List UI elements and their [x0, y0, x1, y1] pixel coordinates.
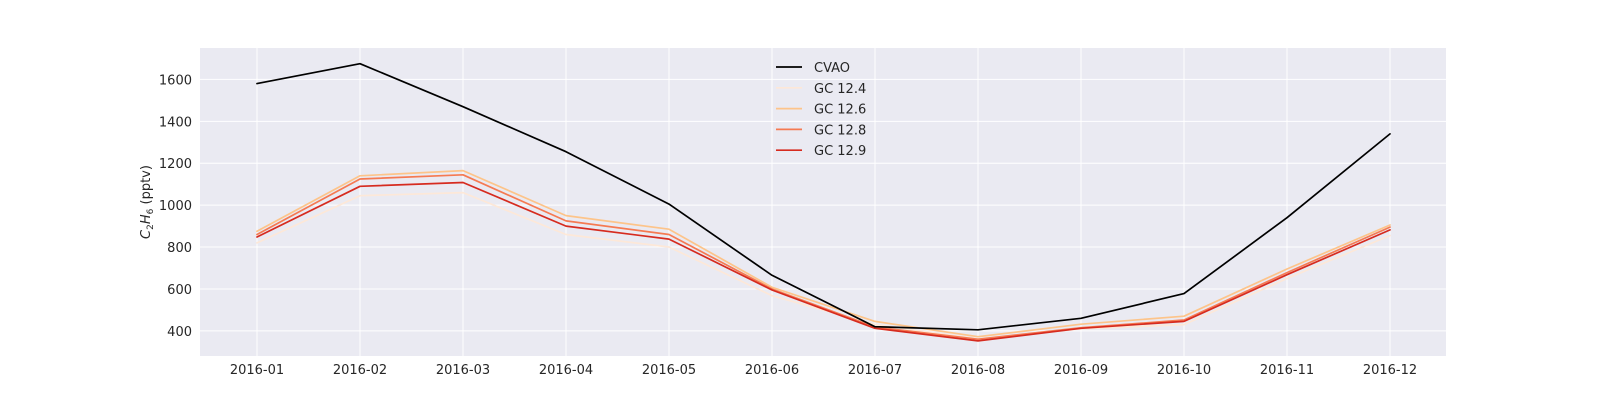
y-axis-label-part: 6 — [146, 208, 156, 214]
legend-label-gc-12-8: GC 12.8 — [814, 123, 866, 138]
x-tick-label: 2016-05 — [642, 363, 696, 378]
series-line-cvao — [256, 62, 1391, 331]
series-line-gc-12-9 — [256, 181, 1391, 342]
x-tick-label: 2016-08 — [951, 363, 1005, 378]
tick-labels: 2016-01 2016-02 2016-03 2016-04 2016-05 2016-… — [159, 73, 1417, 378]
y-tick-label: 1000 — [159, 199, 192, 214]
series-line-gc-12-4 — [256, 191, 1391, 340]
x-tick-label: 2016-11 — [1260, 363, 1314, 378]
x-tick-label: 2016-01 — [230, 363, 284, 378]
x-tick-label: 2016-02 — [333, 363, 387, 378]
series-line-gc-12-6 — [256, 169, 1391, 338]
x-tick-label: 2016-04 — [539, 363, 593, 378]
x-tick-label: 2016-06 — [745, 363, 799, 378]
y-axis-label: C2H6 (pptv) — [139, 165, 156, 239]
series-line-gc-12-8 — [256, 173, 1391, 341]
y-axis-label-part: 2 — [146, 224, 156, 230]
legend: CVAO GC 12.4 GC 12.6 GC 12.8 GC 12.9 — [776, 61, 866, 159]
y-axis-label-part: H — [139, 214, 154, 224]
y-tick-label: 600 — [167, 283, 192, 298]
y-tick-label: 1600 — [159, 73, 192, 88]
x-tick-label: 2016-07 — [848, 363, 902, 378]
legend-label-gc-12-4: GC 12.4 — [814, 82, 866, 97]
y-tick-label: 1400 — [159, 115, 192, 130]
y-axis-label-part: (pptv) — [139, 165, 154, 209]
grid — [200, 48, 1446, 356]
y-tick-label: 1200 — [159, 157, 192, 172]
legend-label-gc-12-6: GC 12.6 — [814, 103, 866, 118]
x-tick-label: 2016-12 — [1363, 363, 1417, 378]
legend-label-gc-12-9: GC 12.9 — [814, 144, 866, 159]
x-tick-label: 2016-03 — [436, 363, 490, 378]
y-axis-label-part: C — [139, 229, 154, 239]
y-tick-label: 800 — [167, 241, 192, 256]
series-lines — [256, 62, 1391, 342]
x-tick-label: 2016-10 — [1157, 363, 1211, 378]
legend-label-cvao: CVAO — [814, 61, 850, 76]
y-tick-label: 400 — [167, 325, 192, 340]
x-tick-label: 2016-09 — [1054, 363, 1108, 378]
